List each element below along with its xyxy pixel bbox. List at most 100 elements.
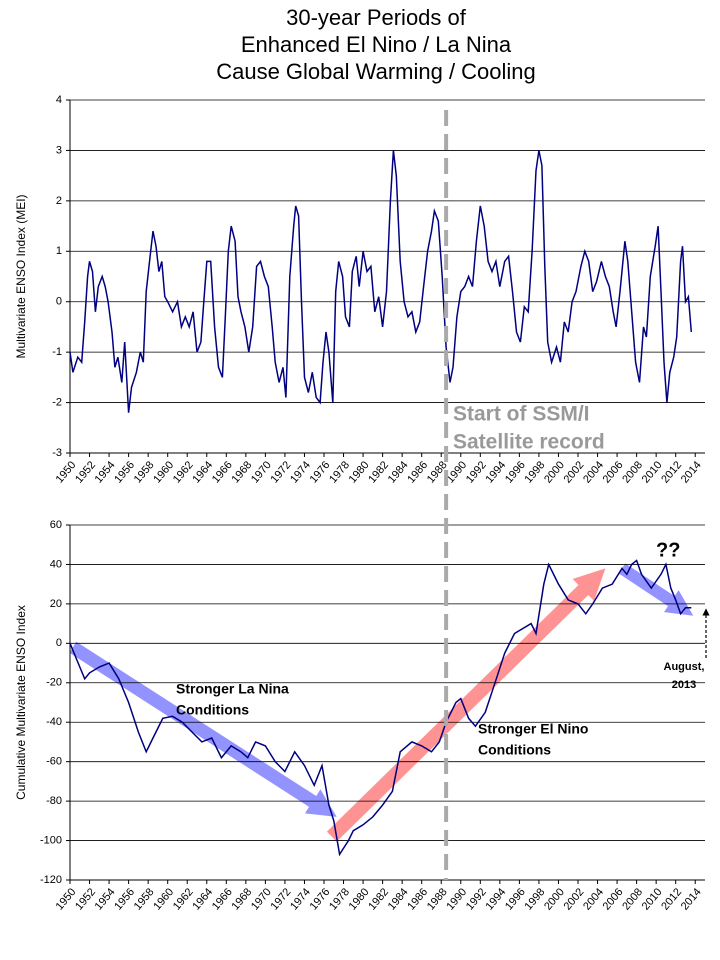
y-tick-label: -2	[52, 396, 62, 408]
y-axis-label: Multivariate ENSO Index (MEI)	[14, 194, 28, 358]
x-tick-label: 1976	[308, 459, 333, 485]
data-line	[69, 150, 693, 413]
x-tick-label: 1982	[366, 459, 391, 485]
annotation: Start of SSM/I	[453, 403, 590, 426]
y-tick-label: 40	[50, 558, 62, 570]
x-tick-label: 1954	[93, 459, 118, 485]
x-tick-label: 1952	[73, 886, 98, 912]
x-tick-label: 2014	[679, 886, 704, 912]
x-tick-label: 1970	[249, 886, 274, 912]
annotation: 2013	[672, 679, 696, 691]
y-axis-label: Cumulative Multivariate ENSO Index	[14, 605, 28, 800]
x-tick-label: 1958	[132, 459, 157, 485]
x-tick-label: 1990	[444, 886, 469, 912]
data-line	[69, 559, 692, 857]
y-tick-label: -20	[46, 677, 62, 689]
x-tick-label: 2002	[562, 886, 587, 912]
x-tick-label: 1968	[229, 886, 254, 912]
y-tick-label: -3	[52, 447, 62, 459]
x-tick-label: 1950	[54, 886, 79, 912]
annotation: Conditions	[176, 702, 249, 718]
x-tick-label: 2008	[620, 459, 645, 485]
x-tick-label: 1956	[112, 459, 137, 485]
annotation: Conditions	[478, 742, 551, 758]
y-tick-label: -1	[52, 346, 62, 358]
y-tick-label: 4	[56, 94, 62, 106]
x-tick-label: 2012	[659, 886, 684, 912]
y-tick-label: -60	[46, 756, 62, 768]
annotation: August,	[664, 661, 705, 673]
chart-title: 30-year Periods of	[286, 5, 467, 30]
x-tick-label: 2006	[601, 459, 626, 485]
x-tick-label: 2004	[581, 886, 606, 912]
annotation: ??	[656, 539, 680, 561]
x-tick-label: 1964	[190, 886, 215, 912]
x-tick-label: 1986	[405, 459, 430, 485]
chart-title: Cause Global Warming / Cooling	[216, 59, 536, 84]
y-tick-label: -80	[46, 795, 62, 807]
y-tick-label: -120	[40, 874, 62, 886]
x-tick-label: 2002	[562, 459, 587, 485]
x-tick-label: 1998	[523, 459, 548, 485]
x-tick-label: 1962	[171, 886, 196, 912]
x-tick-label: 1982	[366, 886, 391, 912]
y-tick-label: 0	[56, 637, 62, 649]
y-tick-label: -40	[46, 716, 62, 728]
x-tick-label: 1994	[483, 459, 508, 485]
x-tick-label: 1998	[523, 886, 548, 912]
x-tick-label: 1972	[269, 886, 294, 912]
x-tick-label: 1996	[503, 459, 528, 485]
x-tick-label: 1996	[503, 886, 528, 912]
annotation: Stronger El Nino	[478, 721, 588, 737]
x-tick-label: 1978	[327, 459, 352, 485]
y-tick-label: 60	[50, 519, 62, 531]
x-tick-label: 1976	[308, 886, 333, 912]
y-tick-label: 3	[56, 144, 62, 156]
chart-title: Enhanced El Nino / La Nina	[241, 32, 512, 57]
x-tick-label: 1960	[151, 886, 176, 912]
x-tick-label: 2004	[581, 459, 606, 485]
x-tick-label: 1958	[132, 886, 157, 912]
x-tick-label: 2010	[640, 886, 665, 912]
x-tick-label: 1970	[249, 459, 274, 485]
x-tick-label: 1954	[93, 886, 118, 912]
x-tick-label: 1980	[347, 459, 372, 485]
x-tick-label: 1974	[288, 886, 313, 912]
x-tick-label: 2010	[640, 459, 665, 485]
x-tick-label: 1984	[386, 886, 411, 912]
x-tick-label: 2000	[542, 886, 567, 912]
x-tick-label: 1964	[190, 459, 215, 485]
x-tick-label: 2006	[601, 886, 626, 912]
y-tick-label: 1	[56, 245, 62, 257]
x-tick-label: 1984	[386, 459, 411, 485]
x-tick-label: 1992	[464, 459, 489, 485]
x-tick-label: 2014	[679, 459, 704, 485]
y-tick-label: 20	[50, 598, 62, 610]
y-tick-label: 0	[56, 296, 62, 308]
x-tick-label: 2012	[659, 459, 684, 485]
annotation: Satellite record	[453, 431, 605, 454]
x-tick-label: 1992	[464, 886, 489, 912]
x-tick-label: 1972	[269, 459, 294, 485]
y-tick-label: 2	[56, 195, 62, 207]
x-tick-label: 1952	[73, 459, 98, 485]
x-tick-label: 1994	[483, 886, 508, 912]
x-tick-label: 1962	[171, 459, 196, 485]
x-tick-label: 1956	[112, 886, 137, 912]
x-tick-label: 1986	[405, 886, 430, 912]
y-tick-label: -100	[40, 834, 62, 846]
el-nino-arrow	[326, 568, 606, 842]
x-tick-label: 1988	[425, 886, 450, 912]
annotation: Stronger La Nina	[176, 681, 289, 697]
x-tick-label: 1974	[288, 459, 313, 485]
x-tick-label: 1968	[229, 459, 254, 485]
x-tick-label: 1950	[54, 459, 79, 485]
x-tick-label: 1966	[210, 459, 235, 485]
x-tick-label: 2000	[542, 459, 567, 485]
x-tick-label: 1978	[327, 886, 352, 912]
recent-arrow	[618, 563, 694, 616]
x-tick-label: 1960	[151, 459, 176, 485]
la-nina-arrow	[69, 641, 337, 817]
x-tick-label: 1966	[210, 886, 235, 912]
